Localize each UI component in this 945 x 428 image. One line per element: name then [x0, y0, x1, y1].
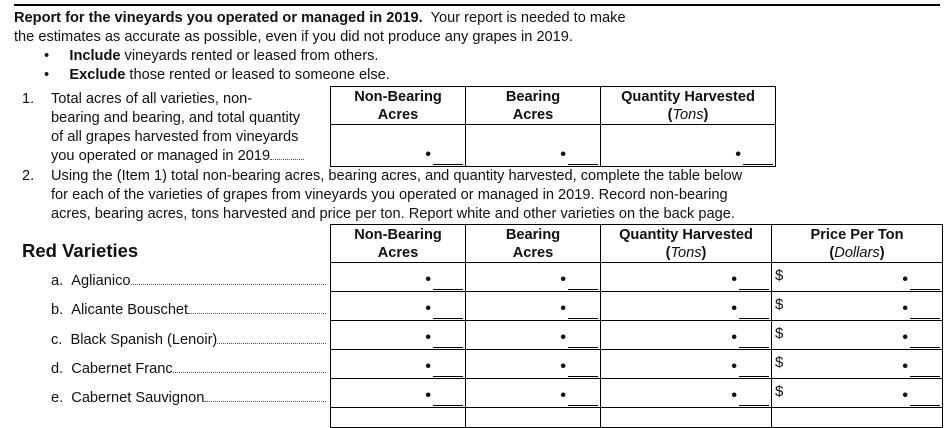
col-quantity: Quantity Harvested (Tons)	[600, 86, 776, 125]
leader-dots	[270, 159, 305, 160]
top-rule	[14, 4, 940, 6]
variety-label: a. Aglianico	[51, 272, 326, 291]
decimal-point: •	[425, 329, 431, 346]
item2-line: acres, bearing acres, tons harvested and…	[51, 206, 735, 222]
item1-line: you operated or managed in 2019	[51, 147, 305, 166]
table-row	[330, 407, 943, 428]
item2-line: for each of the varieties of grapes from…	[51, 187, 728, 203]
decimal-point: •	[902, 271, 908, 288]
item2-line: Using the (Item 1) total non-bearing acr…	[51, 168, 743, 184]
bullet-exclude: • Exclude those rented or leased to some…	[44, 67, 390, 83]
nonbearing-input[interactable]: •	[330, 349, 466, 379]
leader-dots	[204, 401, 327, 403]
total-quantity-input[interactable]: •	[600, 124, 776, 167]
bearing-input[interactable]: •	[465, 291, 601, 321]
bearing-input[interactable]: •	[465, 349, 601, 379]
table-row: • • • $ •	[330, 262, 943, 292]
decimal-point: •	[731, 300, 737, 317]
dollar-sign: $	[775, 354, 784, 371]
bullet-include: • Include vineyards rented or leased fro…	[44, 48, 379, 64]
item2-number: 2.	[22, 168, 35, 184]
variety-label: b. Alicante Bouschet	[51, 301, 327, 320]
dollar-sign: $	[775, 296, 784, 313]
decimal-point: •	[560, 271, 566, 288]
nonbearing-input[interactable]: •	[330, 320, 466, 350]
dollar-sign: $	[775, 267, 784, 284]
decimal-point: •	[731, 329, 737, 346]
intro-line-1: Report for the vineyards you operated or…	[14, 9, 626, 28]
bullet-bold: Exclude	[69, 67, 126, 83]
decimal-point: •	[560, 300, 566, 317]
quantity-input[interactable]: •	[600, 291, 772, 321]
quantity-input[interactable]: •	[600, 378, 772, 408]
price-input[interactable]: $ •	[771, 378, 943, 408]
decimal-point: •	[560, 358, 566, 375]
price-input[interactable]: $ •	[771, 291, 943, 321]
col-nonbearing: Non-Bearing Acres	[330, 86, 466, 125]
red-varieties-table: Non-Bearing Acres Bearing Acres Quantity H…	[330, 224, 943, 428]
col-bearing: Bearing Acres	[465, 86, 601, 125]
bearing-input[interactable]: •	[465, 262, 601, 292]
leader-dots	[217, 342, 327, 344]
decimal-point: •	[731, 358, 737, 375]
decimal-point: •	[902, 329, 908, 346]
quantity-input[interactable]: •	[600, 262, 772, 292]
item1-line: bearing and bearing, and total quantity	[51, 110, 301, 126]
decimal-point: •	[560, 387, 566, 404]
nonbearing-input[interactable]: •	[330, 262, 466, 292]
item1-line: Total acres of all varieties, non-	[51, 91, 253, 107]
table-row: • • • $ •	[330, 291, 943, 321]
intro-rest: Your report is needed to make	[430, 10, 626, 26]
decimal-point: •	[902, 387, 908, 404]
item1-number: 1.	[22, 91, 35, 107]
leader-dots	[188, 313, 327, 315]
bullet-text: vineyards rented or leased from others.	[124, 48, 379, 64]
nonbearing-input[interactable]: •	[330, 378, 466, 408]
table-row: • • • $ •	[330, 320, 943, 350]
bullet-text: those rented or leased to someone else.	[129, 67, 390, 83]
variety-label: c. Black Spanish (Lenoir)	[51, 331, 327, 350]
col-price: Price Per Ton (Dollars)	[771, 224, 943, 263]
col-nonbearing: Non-Bearing Acres	[330, 224, 466, 263]
red-varieties-heading: Red Varieties	[22, 240, 139, 261]
dollar-sign: $	[775, 325, 784, 342]
item1-line: of all grapes harvested from vineyards	[51, 129, 299, 145]
dollar-sign: $	[775, 383, 784, 400]
col-bearing: Bearing Acres	[465, 224, 601, 263]
leader-dots	[130, 284, 326, 285]
intro-bold: Report for the vineyards you operated or…	[14, 10, 423, 26]
leader-dots	[172, 371, 326, 373]
decimal-point: •	[902, 358, 908, 375]
decimal-point: •	[425, 358, 431, 375]
intro-line-2: the estimates as accurate as possible, e…	[14, 29, 573, 45]
decimal-point: •	[731, 271, 737, 288]
item1-line-text: you operated or managed in 2019	[51, 148, 271, 164]
decimal-point: •	[425, 300, 431, 317]
bullet-bold: Include	[69, 48, 121, 64]
decimal-point: •	[560, 329, 566, 346]
decimal-point: •	[425, 271, 431, 288]
nonbearing-input[interactable]: •	[330, 291, 466, 321]
quantity-input[interactable]: •	[600, 320, 772, 350]
bearing-input[interactable]: •	[465, 378, 601, 408]
price-input[interactable]: $ •	[771, 349, 943, 379]
variety-label: e. Cabernet Sauvignon	[51, 389, 327, 408]
price-input[interactable]: $ •	[771, 320, 943, 350]
bearing-input[interactable]: •	[465, 320, 601, 350]
table-row: • • • $ •	[330, 349, 943, 379]
decimal-point: •	[902, 300, 908, 317]
total-nonbearing-input[interactable]: •	[330, 124, 466, 167]
variety-label: d. Cabernet Franc	[51, 360, 326, 379]
col-quantity: Quantity Harvested (Tons)	[600, 224, 772, 263]
quantity-input[interactable]: •	[600, 349, 772, 379]
item1-table: Non-Bearing Acres Bearing Acres Quantity H…	[330, 86, 776, 167]
decimal-point: •	[731, 387, 737, 404]
decimal-point: •	[425, 387, 431, 404]
table-row: • • • $ •	[330, 378, 943, 408]
price-input[interactable]: $ •	[771, 262, 943, 292]
total-bearing-input[interactable]: •	[465, 124, 601, 167]
